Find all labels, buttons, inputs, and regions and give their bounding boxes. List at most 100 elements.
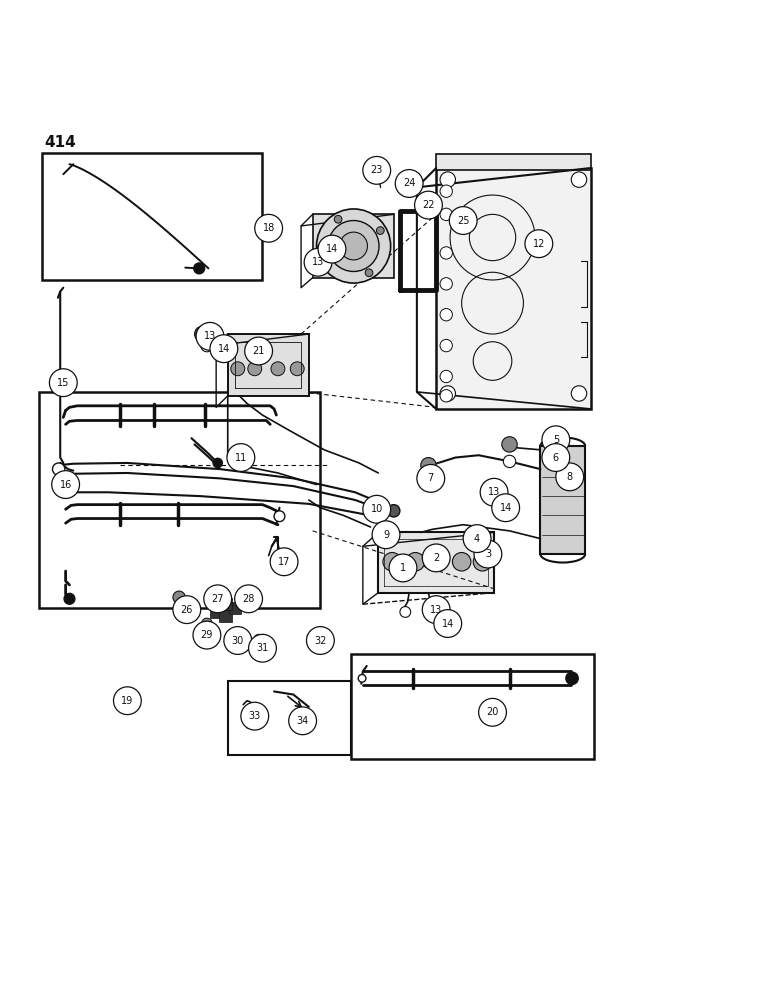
Circle shape xyxy=(542,426,570,454)
Circle shape xyxy=(248,362,262,376)
Polygon shape xyxy=(436,168,591,409)
Text: 13: 13 xyxy=(488,487,500,497)
Text: 13: 13 xyxy=(312,257,324,267)
Polygon shape xyxy=(313,214,394,278)
Text: 4: 4 xyxy=(474,534,480,544)
Circle shape xyxy=(255,214,283,242)
Text: 8: 8 xyxy=(567,472,573,482)
Circle shape xyxy=(365,269,373,277)
Circle shape xyxy=(440,386,455,401)
Text: 19: 19 xyxy=(121,696,134,706)
Circle shape xyxy=(479,698,506,726)
FancyBboxPatch shape xyxy=(42,153,262,280)
Text: 414: 414 xyxy=(45,135,76,150)
Circle shape xyxy=(372,521,400,549)
Circle shape xyxy=(318,235,346,263)
Circle shape xyxy=(358,674,366,682)
Circle shape xyxy=(306,627,334,654)
Circle shape xyxy=(231,362,245,376)
Circle shape xyxy=(440,370,452,383)
Circle shape xyxy=(334,215,342,223)
Text: 14: 14 xyxy=(326,244,338,254)
Circle shape xyxy=(440,172,455,187)
Circle shape xyxy=(241,702,269,730)
Circle shape xyxy=(422,544,450,572)
FancyBboxPatch shape xyxy=(210,606,222,618)
Text: 23: 23 xyxy=(371,165,383,175)
Circle shape xyxy=(52,471,80,498)
Circle shape xyxy=(328,221,379,271)
Circle shape xyxy=(440,278,452,290)
Circle shape xyxy=(274,511,285,522)
Circle shape xyxy=(440,390,452,402)
Circle shape xyxy=(194,263,205,274)
Circle shape xyxy=(440,339,452,352)
Text: 21: 21 xyxy=(252,346,265,356)
FancyBboxPatch shape xyxy=(229,602,241,614)
Circle shape xyxy=(271,362,285,376)
Circle shape xyxy=(213,458,222,468)
Circle shape xyxy=(210,335,238,363)
Circle shape xyxy=(440,247,452,259)
Circle shape xyxy=(193,621,221,649)
Circle shape xyxy=(556,463,584,491)
Text: 16: 16 xyxy=(59,480,72,490)
Circle shape xyxy=(571,386,587,401)
Circle shape xyxy=(224,627,252,654)
Text: 11: 11 xyxy=(235,453,247,463)
Circle shape xyxy=(317,209,391,283)
Circle shape xyxy=(227,444,255,471)
Circle shape xyxy=(542,444,570,471)
Circle shape xyxy=(503,455,516,468)
Text: 7: 7 xyxy=(428,473,434,483)
Circle shape xyxy=(245,337,273,365)
Circle shape xyxy=(417,464,445,492)
Circle shape xyxy=(400,607,411,617)
Circle shape xyxy=(474,540,502,568)
Circle shape xyxy=(323,258,330,265)
Text: 34: 34 xyxy=(296,716,309,726)
Circle shape xyxy=(195,326,210,342)
Text: 1: 1 xyxy=(400,563,406,573)
Circle shape xyxy=(449,207,477,234)
Circle shape xyxy=(201,339,213,352)
Circle shape xyxy=(434,610,462,637)
Circle shape xyxy=(395,170,423,197)
Text: 14: 14 xyxy=(442,619,454,629)
Text: 24: 24 xyxy=(403,178,415,188)
Circle shape xyxy=(49,369,77,397)
Text: 29: 29 xyxy=(201,630,213,640)
Text: 12: 12 xyxy=(533,239,545,249)
Circle shape xyxy=(254,634,263,644)
FancyBboxPatch shape xyxy=(351,654,594,759)
Circle shape xyxy=(363,495,391,523)
Circle shape xyxy=(566,672,578,685)
Circle shape xyxy=(249,634,276,662)
Circle shape xyxy=(440,208,452,221)
Circle shape xyxy=(340,232,367,260)
Circle shape xyxy=(483,484,497,498)
Circle shape xyxy=(440,309,452,321)
Circle shape xyxy=(64,593,75,604)
Circle shape xyxy=(173,596,201,624)
Polygon shape xyxy=(540,446,585,554)
Circle shape xyxy=(571,172,587,187)
Text: 13: 13 xyxy=(430,605,442,615)
Circle shape xyxy=(421,458,436,473)
Circle shape xyxy=(196,322,224,350)
Polygon shape xyxy=(378,532,494,593)
Circle shape xyxy=(309,634,317,641)
Circle shape xyxy=(525,230,553,258)
Circle shape xyxy=(492,494,520,522)
Text: 27: 27 xyxy=(212,594,224,604)
Text: 30: 30 xyxy=(232,636,244,646)
Text: 6: 6 xyxy=(553,453,559,463)
Text: 13: 13 xyxy=(204,331,216,341)
Text: 9: 9 xyxy=(383,530,389,540)
Circle shape xyxy=(304,248,332,276)
Circle shape xyxy=(422,596,450,624)
Circle shape xyxy=(317,255,328,266)
Circle shape xyxy=(383,552,401,571)
FancyBboxPatch shape xyxy=(39,392,320,608)
Circle shape xyxy=(377,227,384,234)
